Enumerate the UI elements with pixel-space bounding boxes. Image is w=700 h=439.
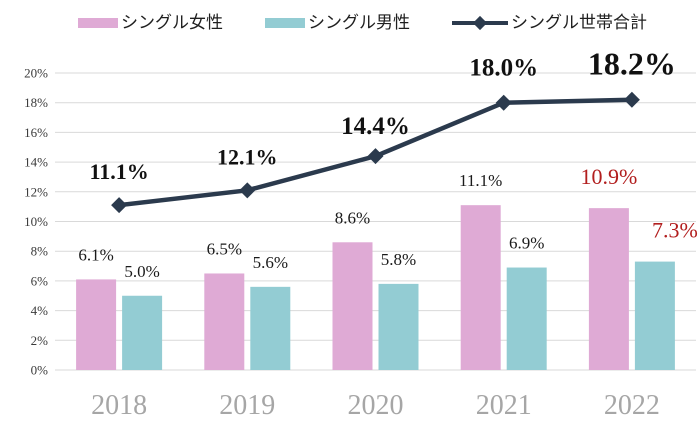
total-series-line-diamond-icon xyxy=(452,15,508,31)
y-tick-label: 6% xyxy=(31,273,49,288)
total-value-label-2021: 18.0% xyxy=(469,55,538,82)
female-series-swatch-icon xyxy=(78,18,118,28)
x-tick-label-2019: 2019 xyxy=(219,390,275,421)
y-tick-label: 2% xyxy=(31,333,49,348)
y-tick-label: 20% xyxy=(24,66,48,81)
bar-female-2022 xyxy=(588,208,629,370)
bar-value-label-female-2019: 6.5% xyxy=(207,239,242,258)
y-tick-label: 10% xyxy=(24,214,48,229)
total-value-label-2019: 12.1% xyxy=(217,144,278,169)
x-tick-label-2022: 2022 xyxy=(604,390,660,421)
y-tick-label: 8% xyxy=(31,244,49,259)
bar-male-2022 xyxy=(634,261,675,370)
total-diamond-marker-2022 xyxy=(623,91,640,108)
bar-male-2019 xyxy=(250,286,291,370)
bar-male-2018 xyxy=(122,295,163,370)
y-tick-label: 0% xyxy=(31,363,49,378)
bar-female-2021 xyxy=(460,205,501,370)
total-diamond-marker-2020 xyxy=(367,148,384,165)
total-diamond-marker-2018 xyxy=(111,197,128,214)
bar-value-label-female-2018: 6.1% xyxy=(78,245,113,264)
y-tick-label: 16% xyxy=(24,125,48,140)
bar-value-label-female-2021: 11.1% xyxy=(459,171,502,190)
y-tick-label: 14% xyxy=(24,155,48,170)
x-tick-label-2018: 2018 xyxy=(91,390,147,421)
legend-label-single-total: シングル世帯合計 xyxy=(511,13,647,32)
bar-female-2018 xyxy=(76,279,117,370)
legend-label-single-female: シングル女性 xyxy=(121,13,223,32)
y-tick-label: 18% xyxy=(24,95,48,110)
bar-value-label-male-2018: 5.0% xyxy=(124,262,159,281)
total-value-label-2020: 14.4% xyxy=(341,113,410,140)
total-diamond-marker-2019 xyxy=(239,182,256,199)
x-tick-label-2021: 2021 xyxy=(476,390,532,421)
male-series-swatch-icon xyxy=(265,18,305,28)
bar-value-label-male-2020: 5.8% xyxy=(381,250,416,269)
bar-value-label-male-2021: 6.9% xyxy=(509,234,544,253)
bar-female-2020 xyxy=(332,242,373,370)
bar-value-label-male-2019: 5.6% xyxy=(253,253,288,272)
legend-item-single-female: シングル女性 xyxy=(78,13,223,33)
x-tick-label-2020: 2020 xyxy=(348,390,404,421)
legend-item-single-male: シングル男性 xyxy=(265,13,410,33)
bar-value-label-female-2020: 8.6% xyxy=(335,208,370,227)
legend: シングル女性 シングル男性 シングル世帯合計 xyxy=(78,13,647,33)
bar-male-2020 xyxy=(378,283,419,370)
total-value-label-2022: 18.2% xyxy=(588,46,676,82)
legend-item-single-total: シングル世帯合計 xyxy=(452,13,647,33)
y-tick-label: 4% xyxy=(31,303,49,318)
total-value-label-2018: 11.1% xyxy=(89,159,148,184)
bar-male-2021 xyxy=(506,267,547,370)
total-diamond-marker-2021 xyxy=(495,94,512,111)
bar-value-label-female-2022: 10.9% xyxy=(580,164,637,189)
legend-label-single-male: シングル男性 xyxy=(308,13,410,32)
bar-value-label-male-2022: 7.3% xyxy=(652,218,698,243)
y-tick-label: 12% xyxy=(24,184,48,199)
bar-female-2019 xyxy=(204,273,245,370)
